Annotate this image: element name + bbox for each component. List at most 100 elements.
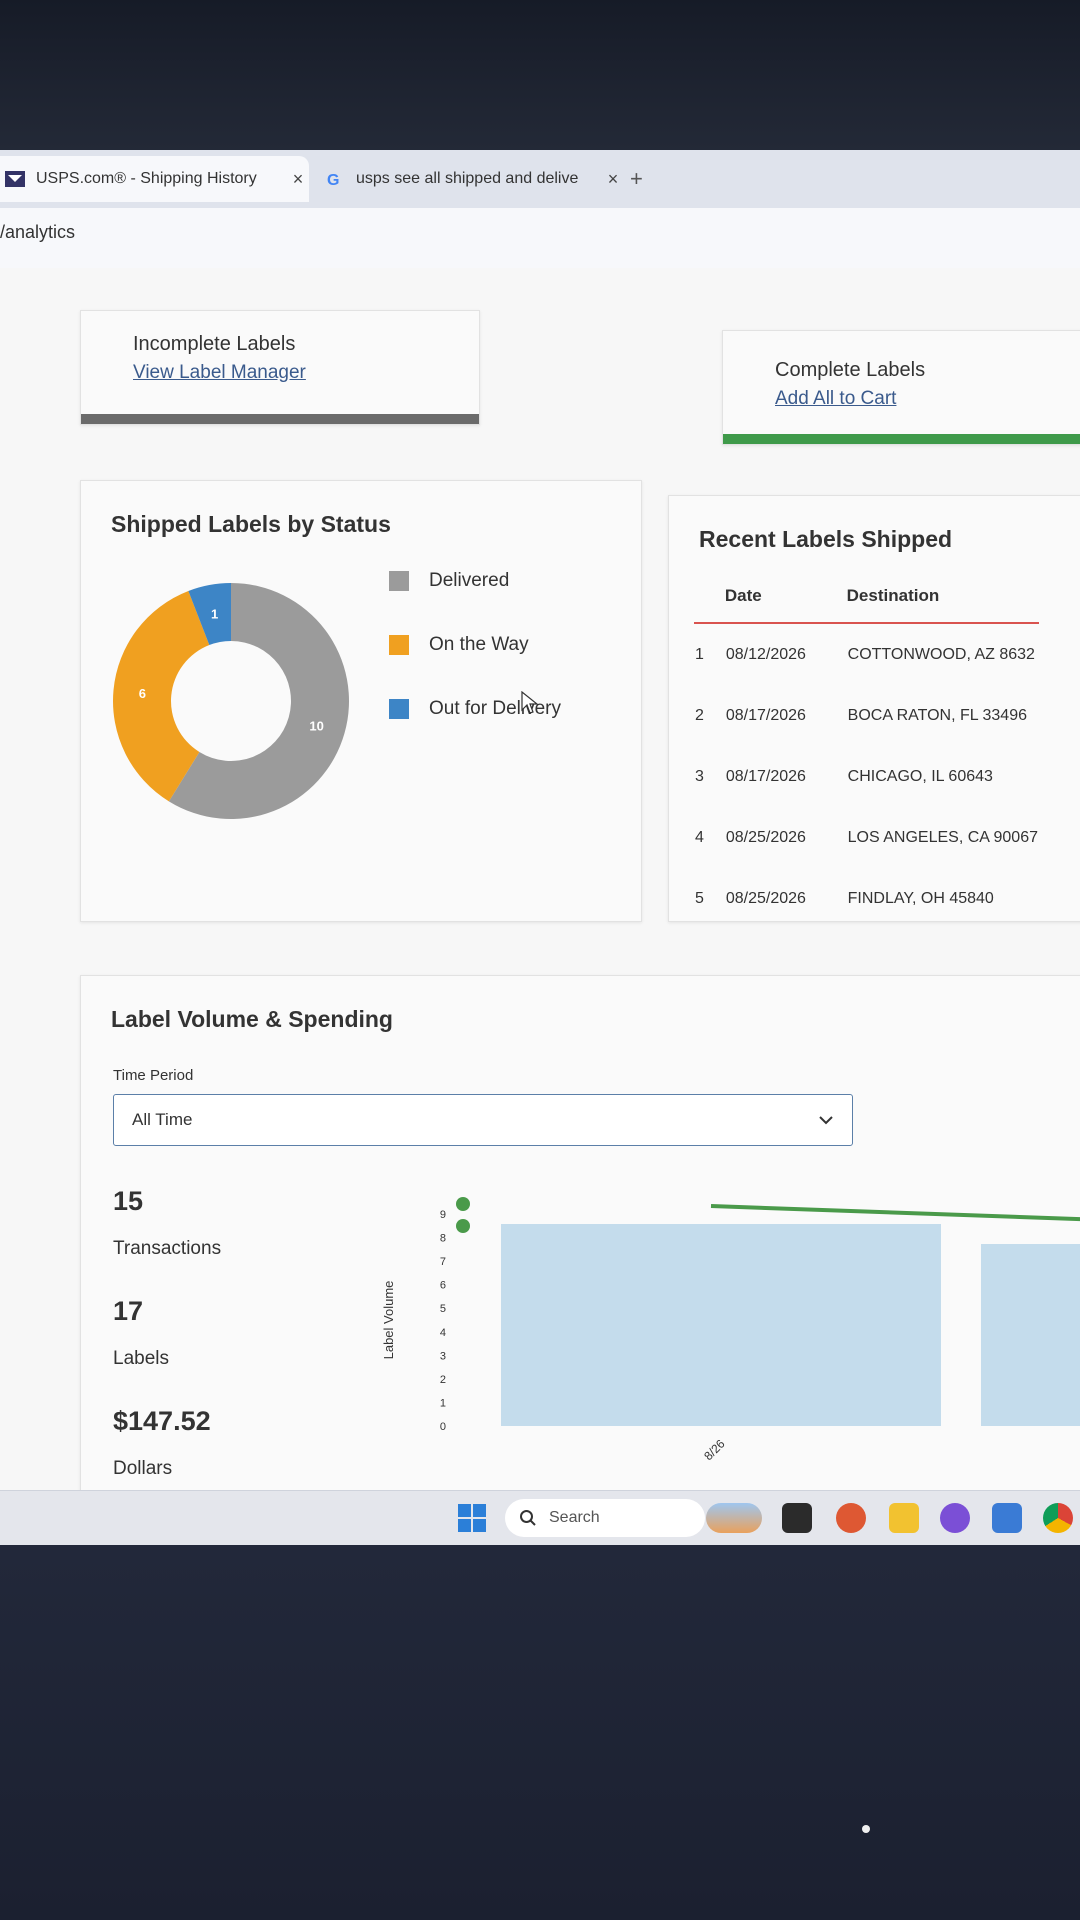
slice-value-label: 10 — [309, 718, 323, 733]
close-tab-icon[interactable]: × — [292, 168, 304, 189]
browser-tab-bar: USPS.com® - Shipping History × G usps se… — [0, 150, 1080, 208]
close-tab-icon[interactable]: × — [607, 168, 619, 189]
legend-label: Delivered — [429, 570, 510, 591]
recent-labels-title: Recent Labels Shipped — [699, 526, 953, 552]
complete-labels-card: Complete Labels Add All to Cart — [722, 330, 1080, 445]
svg-text:G: G — [327, 172, 339, 188]
incomplete-labels-heading: Incomplete Labels — [133, 333, 296, 355]
mouse-cursor-icon — [521, 691, 539, 714]
y-tick-label: 0 — [440, 1421, 446, 1433]
legend-label: Out for Delivery — [429, 698, 561, 719]
widgets-icon[interactable] — [706, 1503, 762, 1533]
file-explorer-icon[interactable] — [889, 1503, 919, 1533]
add-all-to-cart-link[interactable]: Add All to Cart — [775, 388, 897, 409]
legend-item-on-the-way: On the Way — [389, 613, 561, 677]
spending-line — [710, 1204, 1080, 1222]
complete-labels-heading: Complete Labels — [775, 359, 926, 381]
column-header-index — [694, 576, 725, 624]
row-index: 2 — [695, 706, 704, 724]
y-tick-label: 8 — [440, 1233, 446, 1245]
search-placeholder: Search — [549, 1509, 600, 1526]
status-chart-title: Shipped Labels by Status — [111, 511, 391, 537]
volume-bar[interactable] — [981, 1244, 1080, 1426]
windows-taskbar: Search — [0, 1490, 1080, 1545]
row-destination: COTTONWOOD, AZ 8632 — [847, 645, 1035, 663]
volume-bar[interactable] — [501, 1224, 941, 1426]
spending-point[interactable] — [456, 1197, 470, 1211]
table-header-row: Date Destination — [694, 576, 1039, 624]
incomplete-labels-card: Incomplete Labels View Label Manager — [80, 310, 480, 425]
row-destination: LOS ANGELES, CA 90067 — [847, 828, 1038, 846]
terminal-icon[interactable] — [782, 1503, 812, 1533]
tab-google-search[interactable]: G usps see all shipped and delive × — [318, 156, 624, 202]
legend-label: On the Way — [429, 634, 529, 655]
search-icon — [520, 1510, 536, 1526]
time-period-label: Time Period — [113, 1067, 194, 1084]
status-chart-card: Shipped Labels by Status 10 6 1 Delivered … — [80, 480, 642, 922]
tab-usps-shipping-history[interactable]: USPS.com® - Shipping History × — [0, 156, 309, 202]
view-label-manager-link[interactable]: View Label Manager — [133, 362, 306, 383]
y-tick-label: 3 — [440, 1350, 446, 1362]
y-tick-label: 5 — [440, 1303, 446, 1315]
y-tick-label: 4 — [440, 1327, 446, 1339]
dollars-label: Dollars — [113, 1458, 173, 1479]
usps-eagle-icon — [4, 170, 26, 188]
table-row[interactable]: 3 08/17/2026 CHICAGO, IL 60643 — [694, 746, 1039, 807]
recent-labels-card: Recent Labels Shipped Date Destination 1… — [668, 495, 1080, 922]
transactions-label: Transactions — [113, 1238, 222, 1259]
y-tick-label: 6 — [440, 1280, 446, 1292]
row-index: 5 — [695, 889, 704, 907]
row-date: 08/12/2026 — [725, 645, 806, 663]
x-tick-label: 8/26 — [701, 1436, 728, 1463]
legend-swatch — [389, 699, 409, 719]
taskbar-search[interactable]: Search — [505, 1499, 705, 1537]
complete-labels-bar — [723, 434, 1080, 444]
row-index: 4 — [695, 828, 704, 846]
table-row[interactable]: 4 08/25/2026 LOS ANGELES, CA 90067 — [694, 807, 1039, 868]
background-top — [0, 0, 1080, 160]
row-index: 1 — [695, 645, 704, 663]
time-period-select[interactable]: All Time — [113, 1094, 853, 1146]
y-tick-label: 7 — [440, 1256, 446, 1268]
duckduckgo-icon[interactable] — [836, 1503, 866, 1533]
legend-swatch — [389, 571, 409, 591]
column-header-destination: Destination — [846, 576, 1039, 624]
row-date: 08/25/2026 — [725, 828, 806, 846]
labels-label: Labels — [113, 1348, 169, 1369]
recent-labels-table: Date Destination 1 08/12/2026 COTTONWOOD… — [694, 576, 1039, 929]
table-row[interactable]: 5 08/25/2026 FINDLAY, OH 45840 — [694, 868, 1039, 929]
row-date: 08/17/2026 — [725, 767, 806, 785]
table-row[interactable]: 1 08/12/2026 COTTONWOOD, AZ 8632 — [694, 623, 1039, 685]
row-date: 08/25/2026 — [725, 889, 806, 907]
labels-count: 17 — [113, 1296, 144, 1326]
legend-item-delivered: Delivered — [389, 549, 561, 613]
donut-slice-delivered[interactable] — [168, 583, 349, 819]
background-bottom — [0, 1545, 1080, 1920]
light-reflection — [862, 1825, 870, 1833]
spending-point[interactable] — [456, 1219, 470, 1233]
row-destination: CHICAGO, IL 60643 — [847, 767, 993, 785]
table-row[interactable]: 2 08/17/2026 BOCA RATON, FL 33496 — [694, 685, 1039, 746]
row-destination: BOCA RATON, FL 33496 — [847, 706, 1027, 724]
volume-spending-title: Label Volume & Spending — [111, 1006, 393, 1032]
y-axis-label: Label Volume — [381, 1281, 396, 1360]
dollars-amount: $147.52 — [113, 1406, 211, 1436]
address-bar[interactable]: /analytics — [0, 208, 1080, 268]
column-header-date: Date — [724, 576, 847, 624]
donut-slice-on-the-way[interactable] — [113, 590, 210, 802]
new-tab-button[interactable]: + — [630, 166, 643, 191]
y-tick-label: 2 — [440, 1374, 446, 1386]
volume-spending-card: Label Volume & Spending Time Period All … — [80, 975, 1080, 1497]
url-text: /analytics — [0, 222, 76, 242]
legend-swatch — [389, 635, 409, 655]
windows-start-icon[interactable] — [457, 1503, 487, 1533]
y-tick-label: 1 — [440, 1397, 446, 1409]
label-volume-chart: Label Volume 0 1 2 3 4 5 6 7 8 9 8/26 — [381, 1197, 1080, 1463]
store-icon[interactable] — [992, 1503, 1022, 1533]
chrome-icon[interactable] — [1043, 1503, 1073, 1533]
donut-slice-out-for-delivery[interactable] — [188, 583, 231, 646]
tab-title: USPS.com® - Shipping History — [36, 170, 257, 187]
y-tick-label: 9 — [440, 1209, 446, 1221]
media-app-icon[interactable] — [940, 1503, 970, 1533]
time-period-value: All Time — [132, 1110, 193, 1129]
